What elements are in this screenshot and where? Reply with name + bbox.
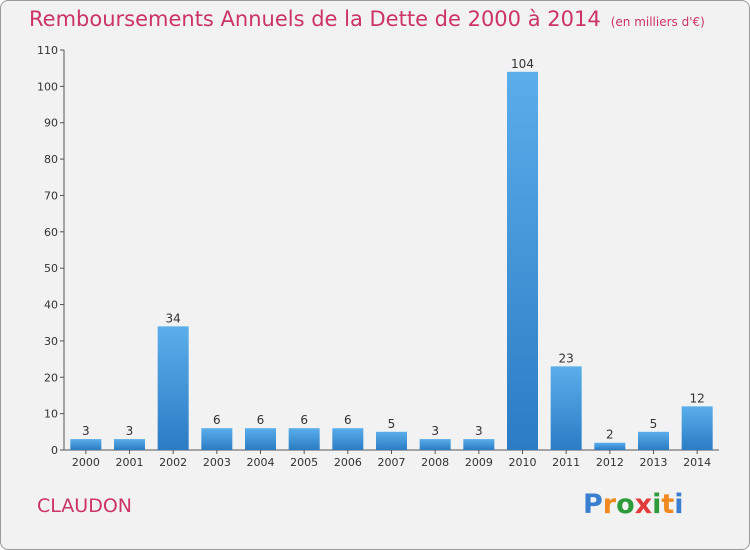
bar-2011 — [550, 366, 582, 450]
y-tick-label: 20 — [44, 371, 58, 384]
x-tick-label-2002: 2002 — [159, 456, 187, 469]
data-label-2002: 34 — [166, 311, 181, 325]
bar-2002 — [157, 326, 189, 450]
logo-letter: r — [602, 489, 617, 520]
y-tick-label: 40 — [44, 299, 58, 312]
chart-unit: (en milliers d'€) — [610, 15, 705, 29]
x-tick-label-2014: 2014 — [683, 456, 711, 469]
data-label-2009: 3 — [475, 424, 483, 438]
x-tick-label-2011: 2011 — [552, 456, 580, 469]
x-tick-label-2007: 2007 — [378, 456, 406, 469]
data-label-2006: 6 — [344, 413, 352, 427]
logo-letter: i — [674, 489, 684, 520]
bar-2013 — [638, 431, 669, 450]
data-label-2012: 2 — [606, 428, 614, 442]
y-tick-label: 30 — [44, 335, 58, 348]
logo-letter: P — [583, 489, 603, 520]
x-tick-label-2013: 2013 — [640, 456, 668, 469]
logo-letter: o — [616, 489, 635, 520]
y-tick-label: 100 — [37, 80, 58, 93]
data-label-2003: 6 — [213, 413, 221, 427]
logo-letter: x — [634, 489, 653, 520]
y-tick-label: 0 — [51, 444, 58, 457]
data-label-2013: 5 — [650, 417, 658, 431]
y-tick-label: 60 — [44, 226, 58, 239]
data-label-2001: 3 — [126, 424, 134, 438]
data-label-2014: 12 — [690, 391, 705, 405]
data-label-2004: 6 — [257, 413, 265, 427]
bar-2014 — [681, 406, 713, 450]
proxiti-logo: Proxiti — [583, 489, 684, 520]
data-label-2010: 104 — [511, 57, 534, 71]
bar-2009 — [463, 439, 495, 450]
data-label-2011: 23 — [559, 351, 574, 365]
bar-2010 — [507, 71, 538, 451]
logo-letter: t — [661, 489, 675, 520]
data-label-2005: 6 — [300, 413, 308, 427]
bar-2005 — [288, 428, 320, 450]
chart-title-text: Remboursements Annuels de la Dette de 20… — [29, 7, 601, 31]
y-tick-label: 80 — [44, 153, 58, 166]
chart-title: Remboursements Annuels de la Dette de 20… — [29, 7, 705, 31]
bar-2007 — [376, 431, 407, 450]
x-tick-label-2004: 2004 — [247, 456, 275, 469]
y-tick-label: 70 — [44, 189, 58, 202]
bar-2001 — [114, 439, 145, 450]
y-tick-label: 90 — [44, 117, 58, 130]
y-tick-label: 10 — [44, 408, 58, 421]
x-tick-label-2010: 2010 — [509, 456, 537, 469]
data-label-2000: 3 — [82, 424, 90, 438]
bar-2008 — [419, 439, 451, 450]
x-tick-label-2005: 2005 — [290, 456, 318, 469]
bar-2000 — [70, 439, 102, 450]
x-tick-label-2000: 2000 — [72, 456, 100, 469]
x-tick-label-2006: 2006 — [334, 456, 362, 469]
commune-name: CLAUDON — [37, 495, 132, 517]
data-label-2008: 3 — [431, 424, 439, 438]
x-tick-label-2003: 2003 — [203, 456, 231, 469]
logo-letter: i — [652, 489, 662, 520]
x-tick-label-2012: 2012 — [596, 456, 624, 469]
bar-2003 — [201, 428, 233, 450]
data-label-2007: 5 — [388, 417, 396, 431]
bar-2006 — [332, 428, 364, 450]
x-tick-label-2008: 2008 — [421, 456, 449, 469]
x-tick-label-2009: 2009 — [465, 456, 493, 469]
y-tick-label: 110 — [37, 44, 58, 57]
bar-2004 — [245, 428, 276, 450]
bar-2012 — [594, 442, 626, 450]
y-tick-label: 50 — [44, 262, 58, 275]
x-tick-label-2001: 2001 — [116, 456, 144, 469]
